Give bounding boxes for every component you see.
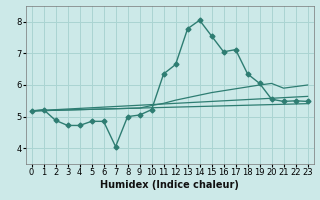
X-axis label: Humidex (Indice chaleur): Humidex (Indice chaleur) — [100, 180, 239, 190]
